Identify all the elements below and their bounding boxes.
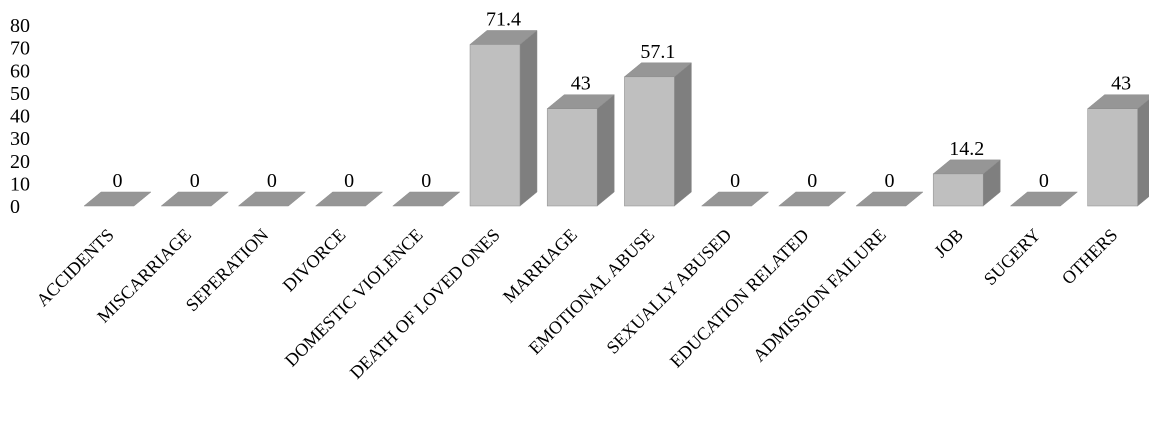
bar-front (546, 108, 598, 207)
category-label: DOMESTIC VIOLENCE (281, 225, 427, 371)
bar (932, 159, 1001, 207)
bar (83, 191, 152, 207)
data-label: 57.1 (640, 41, 675, 63)
bar (1009, 191, 1079, 207)
bar (392, 191, 461, 207)
bar-flat (392, 191, 461, 207)
data-label: 0 (1039, 170, 1049, 192)
category-label: ACCIDENTS (32, 225, 118, 311)
bar-top (1086, 94, 1149, 109)
y-tick-label: 20 (10, 151, 30, 173)
bar-front (1087, 108, 1138, 207)
bars (83, 29, 1149, 207)
bar (700, 191, 770, 207)
data-label: 43 (571, 73, 591, 95)
y-tick-label: 50 (10, 83, 30, 105)
bar (237, 191, 307, 207)
bar (1086, 94, 1149, 207)
category-label: DIVORCE (279, 225, 350, 296)
data-label: 0 (807, 170, 817, 192)
bar-flat (1009, 191, 1079, 207)
bar-side (1137, 99, 1149, 207)
bar (623, 62, 693, 207)
y-tick-label: 10 (10, 173, 30, 195)
bar-side (596, 94, 615, 207)
data-label: 0 (730, 170, 740, 192)
bar-side (674, 62, 692, 207)
category-label: OTHERS (1058, 225, 1122, 289)
y-tick-label: 60 (10, 60, 30, 82)
bar-front (469, 44, 521, 207)
data-labels: 0 0 0 0 0 71.4 43 57.1 0 0 0 14.2 0 43 (113, 8, 1132, 192)
data-label: 0 (267, 170, 277, 192)
bar-flat (237, 191, 307, 207)
bar-flat (314, 191, 384, 207)
data-label: 0 (190, 170, 200, 192)
y-tick-label: 30 (10, 128, 30, 150)
bar-front (624, 76, 675, 207)
data-label: 0 (344, 170, 354, 192)
category-label: MARRIAGE (499, 225, 581, 307)
bar (160, 191, 229, 207)
category-label: DEATH OF LOVED ONES (346, 225, 504, 383)
category-label: SUGERY (980, 225, 1044, 289)
bar (546, 94, 615, 207)
bar-flat (83, 191, 152, 207)
data-label: 0 (421, 170, 431, 192)
bar-flat (160, 191, 229, 207)
data-label: 71.4 (486, 8, 521, 30)
y-tick-label: 80 (10, 15, 30, 37)
bar-flat (778, 191, 847, 207)
category-label: SEXUALLY ABUSED (602, 225, 735, 358)
y-tick-label: 70 (10, 38, 30, 60)
category-label: SEPERATION (182, 225, 273, 316)
data-label: 0 (885, 170, 895, 192)
bar (469, 29, 538, 207)
bar (314, 191, 384, 207)
data-label: 14.2 (949, 138, 984, 160)
y-tick-label: 0 (10, 196, 20, 218)
category-label: JOB (930, 225, 967, 262)
category-label: EMOTIONAL ABUSE (525, 225, 659, 359)
bar-flat (700, 191, 770, 207)
data-label: 43 (1111, 73, 1131, 95)
bar-side (519, 29, 538, 207)
data-label: 0 (113, 170, 123, 192)
category-label: EDUCATION RELATED (666, 225, 813, 372)
bar-flat (855, 191, 924, 207)
bar-front (932, 173, 984, 207)
category-label: ADMISSION FAILURE (749, 225, 890, 366)
bar (855, 191, 924, 207)
y-tick-label: 40 (10, 106, 30, 128)
bar (778, 191, 847, 207)
